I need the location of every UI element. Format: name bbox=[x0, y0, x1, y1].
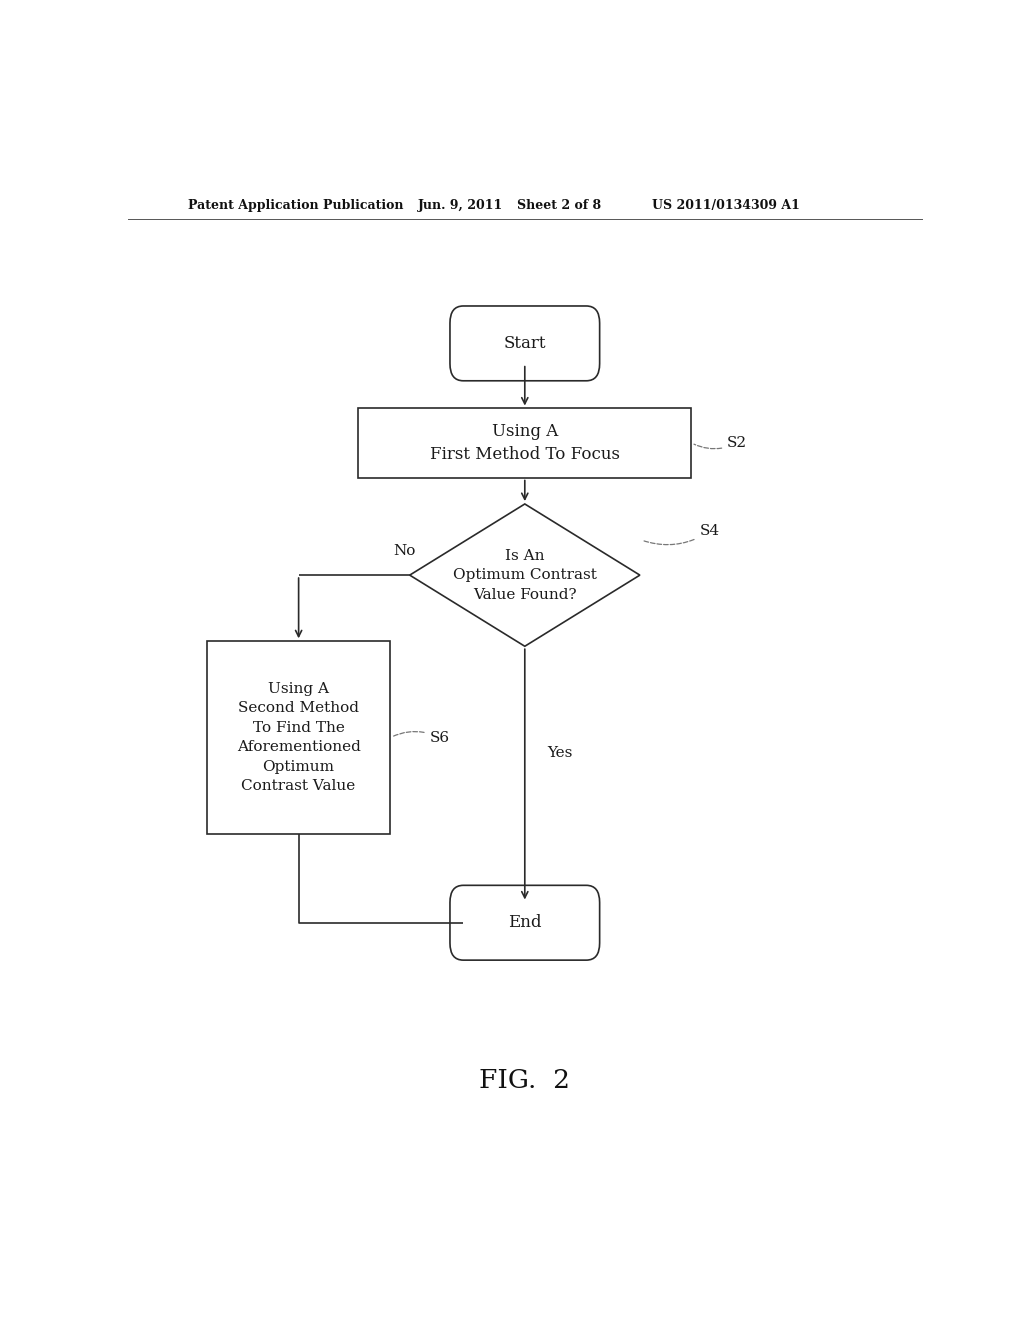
Text: Sheet 2 of 8: Sheet 2 of 8 bbox=[517, 198, 601, 211]
Bar bbox=[358, 408, 691, 478]
Text: Is An
Optimum Contrast
Value Found?: Is An Optimum Contrast Value Found? bbox=[453, 549, 597, 602]
Text: Start: Start bbox=[504, 335, 546, 352]
Text: FIG.  2: FIG. 2 bbox=[479, 1068, 570, 1093]
Text: S6: S6 bbox=[392, 731, 450, 744]
Text: End: End bbox=[508, 915, 542, 931]
Text: S4: S4 bbox=[642, 524, 720, 545]
Bar bbox=[207, 642, 390, 834]
Polygon shape bbox=[410, 504, 640, 647]
Text: Yes: Yes bbox=[547, 746, 572, 760]
Text: US 2011/0134309 A1: US 2011/0134309 A1 bbox=[652, 198, 800, 211]
Text: Patent Application Publication: Patent Application Publication bbox=[187, 198, 403, 211]
Text: S2: S2 bbox=[694, 436, 748, 450]
FancyBboxPatch shape bbox=[450, 306, 600, 380]
FancyBboxPatch shape bbox=[450, 886, 600, 960]
Text: No: No bbox=[393, 544, 416, 558]
Text: Jun. 9, 2011: Jun. 9, 2011 bbox=[418, 198, 503, 211]
Text: Using A
First Method To Focus: Using A First Method To Focus bbox=[430, 422, 620, 463]
Text: Using A
Second Method
To Find The
Aforementioned
Optimum
Contrast Value: Using A Second Method To Find The Aforem… bbox=[237, 682, 360, 793]
